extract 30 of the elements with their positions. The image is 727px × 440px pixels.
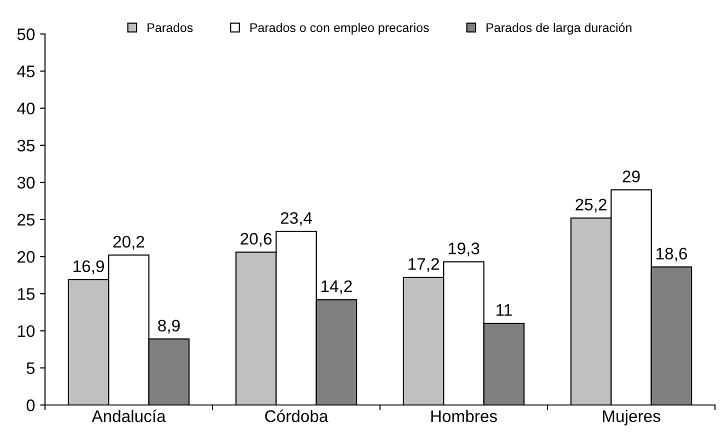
data-label: 19,3 [448, 242, 480, 256]
y-tick-label: 0 [26, 399, 35, 412]
y-tick-label: 35 [17, 140, 35, 152]
y-tick-label: 45 [17, 66, 35, 78]
data-label: 17,2 [408, 258, 439, 272]
legend-label: Parados o con empleo precarios [250, 22, 429, 35]
y-tick-label: 10 [18, 325, 35, 338]
data-label: 23,4 [280, 212, 312, 226]
data-label: 25,2 [576, 198, 606, 213]
data-label: 8,9 [158, 320, 180, 334]
y-tick-label: 50 [17, 28, 35, 40]
x-tick-label: Córdoba [265, 410, 328, 422]
y-tick-label: 25 [18, 214, 35, 226]
data-label: 16,9 [74, 260, 104, 274]
data-label: 14,2 [322, 280, 352, 294]
y-tick-label: 15 [18, 288, 35, 300]
y-tick-label: 30 [17, 176, 35, 189]
data-label: 29 [622, 170, 640, 182]
data-label: 11 [496, 304, 512, 316]
x-tick-label: Hombres [431, 410, 497, 422]
data-label: 18,6 [656, 248, 687, 262]
x-tick-label: Mujeres [602, 410, 660, 426]
legend-label: Parados [148, 22, 193, 32]
data-label: 20,6 [240, 232, 272, 247]
legend-label: Parados de larga duración [486, 22, 632, 35]
y-tick-label: 40 [17, 102, 35, 114]
x-tick-label: Andalucía [92, 410, 166, 422]
y-tick-label: 20 [18, 251, 35, 263]
y-tick-label: 5 [26, 362, 35, 374]
data-label: 20,2 [113, 236, 144, 250]
